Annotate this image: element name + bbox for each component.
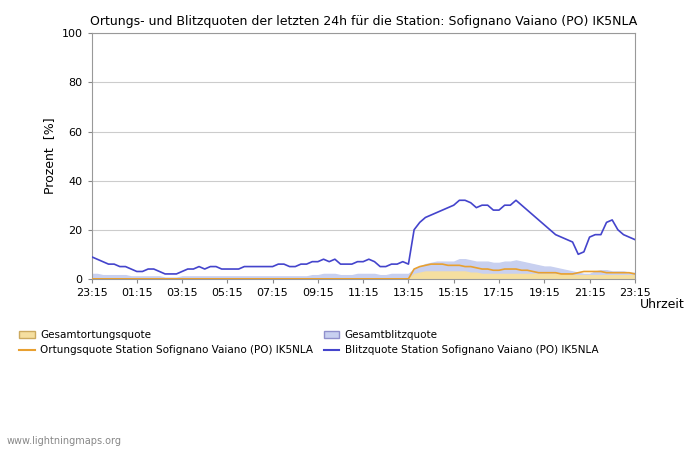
- Y-axis label: Prozent  [%]: Prozent [%]: [43, 118, 56, 194]
- Text: www.lightningmaps.org: www.lightningmaps.org: [7, 436, 122, 446]
- Text: Uhrzeit: Uhrzeit: [640, 298, 685, 311]
- Title: Ortungs- und Blitzquoten der letzten 24h für die Station: Sofignano Vaiano (PO) : Ortungs- und Blitzquoten der letzten 24h…: [90, 15, 637, 28]
- Legend: Gesamtortungsquote, Ortungsquote Station Sofignano Vaiano (PO) IK5NLA, Gesamtbli: Gesamtortungsquote, Ortungsquote Station…: [15, 326, 603, 360]
